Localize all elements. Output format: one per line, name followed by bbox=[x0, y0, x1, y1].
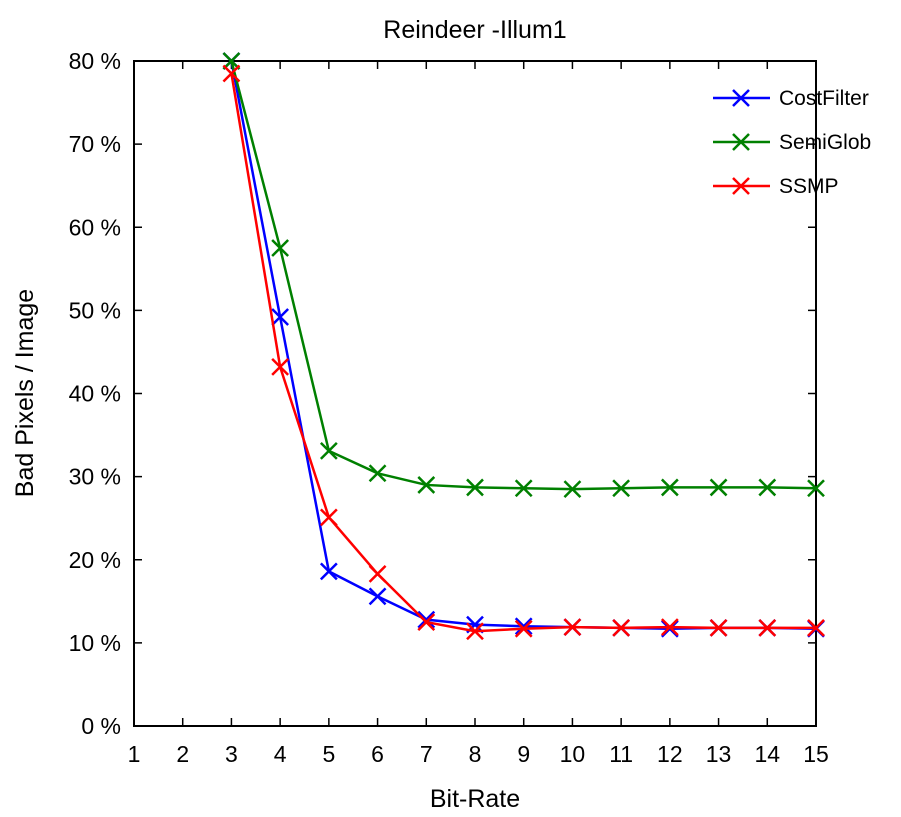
data-point-marker bbox=[807, 619, 825, 637]
data-point-marker bbox=[612, 619, 631, 637]
data-point-marker bbox=[368, 587, 387, 606]
data-point-marker bbox=[514, 617, 533, 636]
legend-item: CostFilter bbox=[713, 87, 869, 110]
series-costfilter bbox=[222, 52, 825, 638]
y-tick-label: 50 % bbox=[69, 297, 121, 323]
data-point-marker bbox=[222, 52, 241, 70]
series-line bbox=[230, 60, 817, 491]
y-axis: 0 % 10 % 20 % 30 % 40 % 50 % 60 % 70 % 80 % bbox=[69, 48, 816, 739]
x-tick-label: 13 bbox=[706, 741, 732, 767]
x-tick-label: 15 bbox=[803, 741, 829, 767]
legend-label: SSMP bbox=[779, 175, 839, 198]
data-point-marker bbox=[612, 479, 631, 498]
data-point-marker bbox=[417, 476, 436, 494]
legend-label: SemiGlob bbox=[779, 131, 871, 154]
legend-item: SemiGlob bbox=[713, 131, 871, 154]
data-point-marker bbox=[271, 308, 290, 326]
data-point-marker bbox=[660, 618, 679, 636]
y-tick-label: 10 % bbox=[69, 630, 121, 656]
x-tick-label: 6 bbox=[371, 741, 384, 767]
y-tick-label: 70 % bbox=[69, 131, 121, 157]
data-point-marker bbox=[709, 619, 728, 637]
x-tick-label: 2 bbox=[176, 741, 189, 767]
data-point-marker bbox=[319, 441, 338, 460]
y-tick-label: 60 % bbox=[69, 214, 121, 240]
data-point-marker bbox=[514, 619, 533, 638]
y-axis-label: Bad Pixels / Image bbox=[11, 289, 39, 497]
series-layer bbox=[222, 52, 825, 641]
chart-title: Reindeer -Illum1 bbox=[383, 16, 566, 44]
series-semiglob bbox=[222, 52, 825, 498]
x-axis: 1 2 3 4 5 6 7 8 9 10 11 12 13 14 15 bbox=[128, 61, 829, 767]
data-point-marker bbox=[807, 479, 825, 498]
legend: CostFilter SemiGlob SSMP bbox=[713, 87, 871, 198]
data-point-marker bbox=[660, 478, 679, 497]
x-tick-label: 10 bbox=[560, 741, 586, 767]
legend-marker bbox=[732, 89, 750, 107]
data-point-marker bbox=[319, 562, 338, 581]
y-tick-label: 40 % bbox=[69, 381, 121, 407]
x-tick-label: 9 bbox=[517, 741, 530, 767]
data-point-marker bbox=[709, 478, 728, 497]
x-tick-label: 5 bbox=[322, 741, 335, 767]
data-point-marker bbox=[222, 64, 241, 83]
y-tick-label: 0 % bbox=[81, 713, 121, 739]
data-point-marker bbox=[514, 479, 533, 498]
y-tick-label: 30 % bbox=[69, 464, 121, 490]
x-tick-label: 11 bbox=[609, 741, 633, 767]
legend-item: SSMP bbox=[713, 175, 839, 198]
x-tick-label: 7 bbox=[420, 741, 433, 767]
x-tick-label: 14 bbox=[754, 741, 780, 767]
data-point-marker bbox=[271, 239, 290, 257]
x-axis-label: Bit-Rate bbox=[430, 785, 520, 813]
x-tick-label: 8 bbox=[469, 741, 482, 767]
x-tick-label: 4 bbox=[274, 741, 287, 767]
y-tick-label: 20 % bbox=[69, 547, 121, 573]
data-point-marker bbox=[466, 622, 484, 641]
data-point-marker bbox=[563, 618, 582, 636]
data-point-marker bbox=[368, 464, 387, 483]
x-tick-label: 3 bbox=[225, 741, 238, 767]
data-point-marker bbox=[758, 619, 777, 637]
legend-label: CostFilter bbox=[779, 87, 869, 110]
series-ssmp bbox=[222, 64, 825, 641]
data-point-marker bbox=[417, 613, 436, 631]
data-point-marker bbox=[368, 564, 387, 583]
legend-marker bbox=[732, 133, 750, 151]
data-point-marker bbox=[466, 478, 484, 497]
data-point-marker bbox=[758, 478, 777, 497]
series-line bbox=[230, 73, 816, 633]
data-point-marker bbox=[319, 508, 338, 527]
x-tick-label: 1 bbox=[128, 741, 141, 767]
series-line bbox=[230, 60, 817, 630]
data-point-marker bbox=[563, 480, 582, 498]
data-point-marker bbox=[271, 358, 290, 376]
data-point-marker bbox=[417, 610, 436, 629]
legend-marker bbox=[732, 177, 750, 195]
y-tick-label: 80 % bbox=[69, 48, 121, 74]
x-tick-label: 12 bbox=[657, 741, 683, 767]
